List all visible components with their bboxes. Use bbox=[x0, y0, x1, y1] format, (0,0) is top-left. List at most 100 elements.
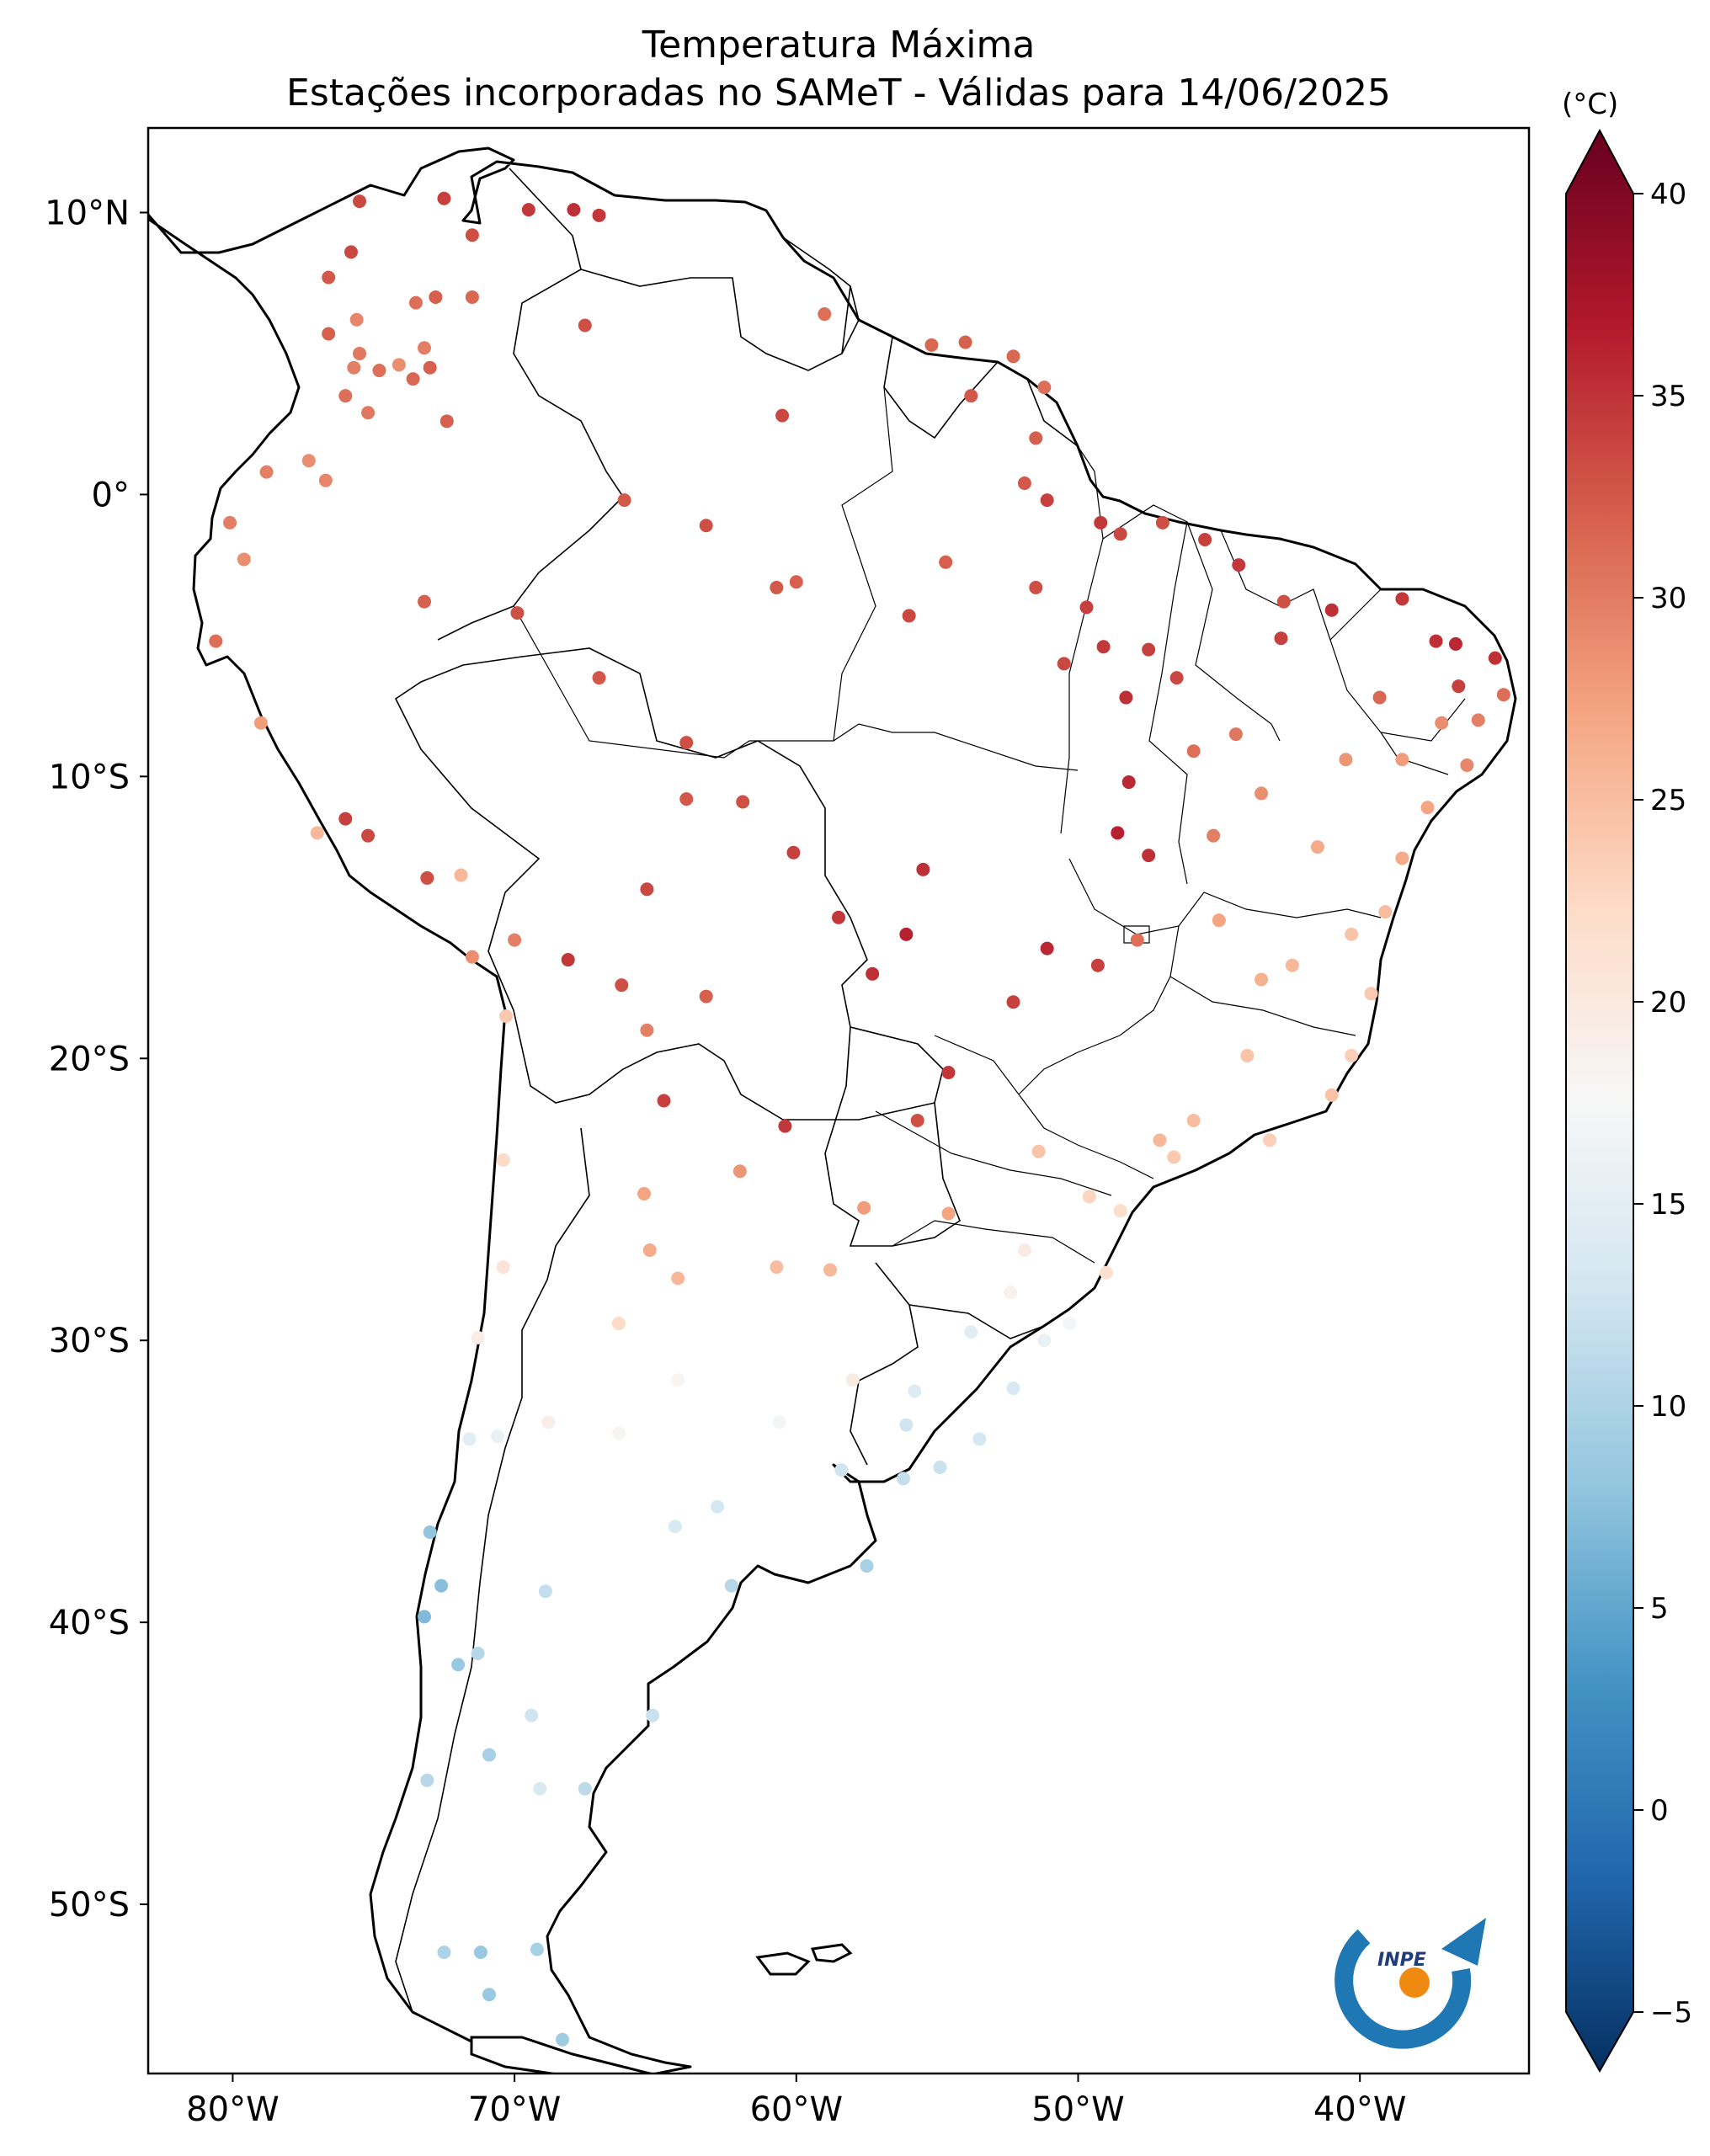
station-point bbox=[533, 1781, 547, 1796]
station-point bbox=[496, 1153, 510, 1167]
colorbar-unit: (°C) bbox=[1562, 88, 1619, 121]
station-point bbox=[860, 1559, 874, 1573]
station-point bbox=[471, 1330, 485, 1344]
longitude-ticks: 80°W 70°W 60°W 50°W 40°W bbox=[186, 2073, 1406, 2129]
station-point bbox=[941, 1206, 956, 1221]
station-point bbox=[857, 1200, 871, 1215]
station-point bbox=[561, 953, 575, 967]
lon-tick-label: 50°W bbox=[1031, 2090, 1124, 2129]
station-point bbox=[1063, 1317, 1077, 1331]
lat-tick-label: 0° bbox=[92, 476, 130, 514]
station-point bbox=[418, 594, 431, 609]
station-point bbox=[592, 208, 606, 222]
colorbar-tick-label: 30 bbox=[1650, 582, 1686, 615]
station-point bbox=[908, 1384, 922, 1398]
station-point bbox=[972, 1432, 987, 1446]
colorbar-tick-label: 20 bbox=[1650, 986, 1686, 1019]
station-point bbox=[538, 1584, 552, 1599]
station-point bbox=[1372, 690, 1387, 705]
station-point bbox=[347, 360, 361, 375]
station-point bbox=[1471, 713, 1485, 727]
lon-tick-label: 70°W bbox=[468, 2090, 561, 2129]
falkland-islands bbox=[755, 1943, 853, 1976]
lon-tick-label: 60°W bbox=[750, 2090, 843, 2129]
station-point bbox=[530, 1942, 544, 1956]
station-point bbox=[845, 1373, 860, 1387]
station-point bbox=[964, 1325, 978, 1339]
station-point bbox=[454, 868, 468, 882]
station-point bbox=[259, 465, 274, 479]
station-point bbox=[770, 580, 784, 594]
station-point bbox=[916, 862, 930, 876]
station-point bbox=[361, 828, 376, 843]
lat-tick-label: 10°S bbox=[49, 758, 130, 796]
station-point bbox=[637, 1187, 652, 1201]
station-point bbox=[732, 1164, 747, 1179]
station-point bbox=[406, 372, 420, 386]
station-point bbox=[1186, 1113, 1201, 1127]
lat-tick-label: 40°S bbox=[49, 1604, 130, 1642]
station-point bbox=[964, 389, 978, 403]
colorbar-tick-label: 25 bbox=[1650, 784, 1686, 817]
inpe-logo-arrow bbox=[1441, 1918, 1486, 1966]
inpe-logo: INPE bbox=[1334, 1918, 1486, 2049]
station-point bbox=[508, 933, 522, 947]
station-point bbox=[310, 826, 324, 840]
station-point bbox=[1364, 987, 1378, 1001]
station-point bbox=[353, 346, 367, 360]
station-point bbox=[1240, 1048, 1255, 1062]
station-point bbox=[451, 1658, 466, 1672]
station-point bbox=[924, 338, 939, 352]
station-point bbox=[1031, 1144, 1046, 1158]
station-point bbox=[1006, 1381, 1020, 1396]
station-point bbox=[1113, 527, 1127, 541]
station-point bbox=[556, 2032, 569, 2047]
station-point bbox=[1429, 634, 1443, 648]
colorbar-tick-label: 15 bbox=[1650, 1188, 1686, 1222]
station-point bbox=[899, 1418, 914, 1432]
station-point bbox=[322, 270, 336, 285]
station-point bbox=[941, 1066, 956, 1080]
station-point bbox=[1006, 349, 1020, 364]
station-point bbox=[499, 1009, 514, 1024]
station-point bbox=[592, 671, 606, 685]
station-point bbox=[1167, 1150, 1181, 1164]
station-point bbox=[567, 203, 581, 217]
station-point bbox=[338, 812, 353, 826]
station-point bbox=[1119, 690, 1133, 705]
station-point bbox=[1324, 1088, 1339, 1102]
station-point bbox=[671, 1271, 685, 1286]
station-point bbox=[611, 1426, 626, 1440]
station-point bbox=[611, 1317, 626, 1331]
station-point bbox=[418, 341, 431, 355]
station-point bbox=[1496, 688, 1510, 702]
inpe-logo-arc bbox=[1334, 1929, 1472, 2049]
station-point bbox=[1153, 1133, 1167, 1147]
station-point bbox=[1130, 933, 1144, 947]
station-point bbox=[1345, 927, 1359, 941]
station-point bbox=[437, 191, 451, 205]
station-point bbox=[1339, 753, 1353, 767]
station-point bbox=[1435, 716, 1449, 730]
station-point bbox=[322, 327, 336, 341]
station-point bbox=[1082, 1190, 1096, 1204]
station-point bbox=[1448, 636, 1462, 651]
station-point bbox=[1212, 913, 1226, 928]
station-point bbox=[1186, 744, 1201, 759]
colorbar-tick-label: 40 bbox=[1650, 178, 1686, 211]
map-area: INPE bbox=[148, 128, 1529, 2073]
station-point bbox=[724, 1578, 738, 1593]
station-point bbox=[711, 1499, 725, 1514]
station-point bbox=[1263, 1133, 1277, 1147]
station-point bbox=[372, 364, 386, 378]
station-point bbox=[1037, 381, 1052, 395]
colorbar-bar bbox=[1565, 128, 1634, 2073]
station-point bbox=[465, 290, 479, 304]
station-point bbox=[301, 454, 316, 468]
station-point bbox=[471, 1646, 485, 1660]
inpe-logo-sun bbox=[1399, 1967, 1430, 1998]
station-point bbox=[1232, 558, 1246, 572]
station-point bbox=[910, 1113, 924, 1127]
station-point bbox=[1255, 786, 1269, 801]
station-point bbox=[699, 519, 713, 533]
